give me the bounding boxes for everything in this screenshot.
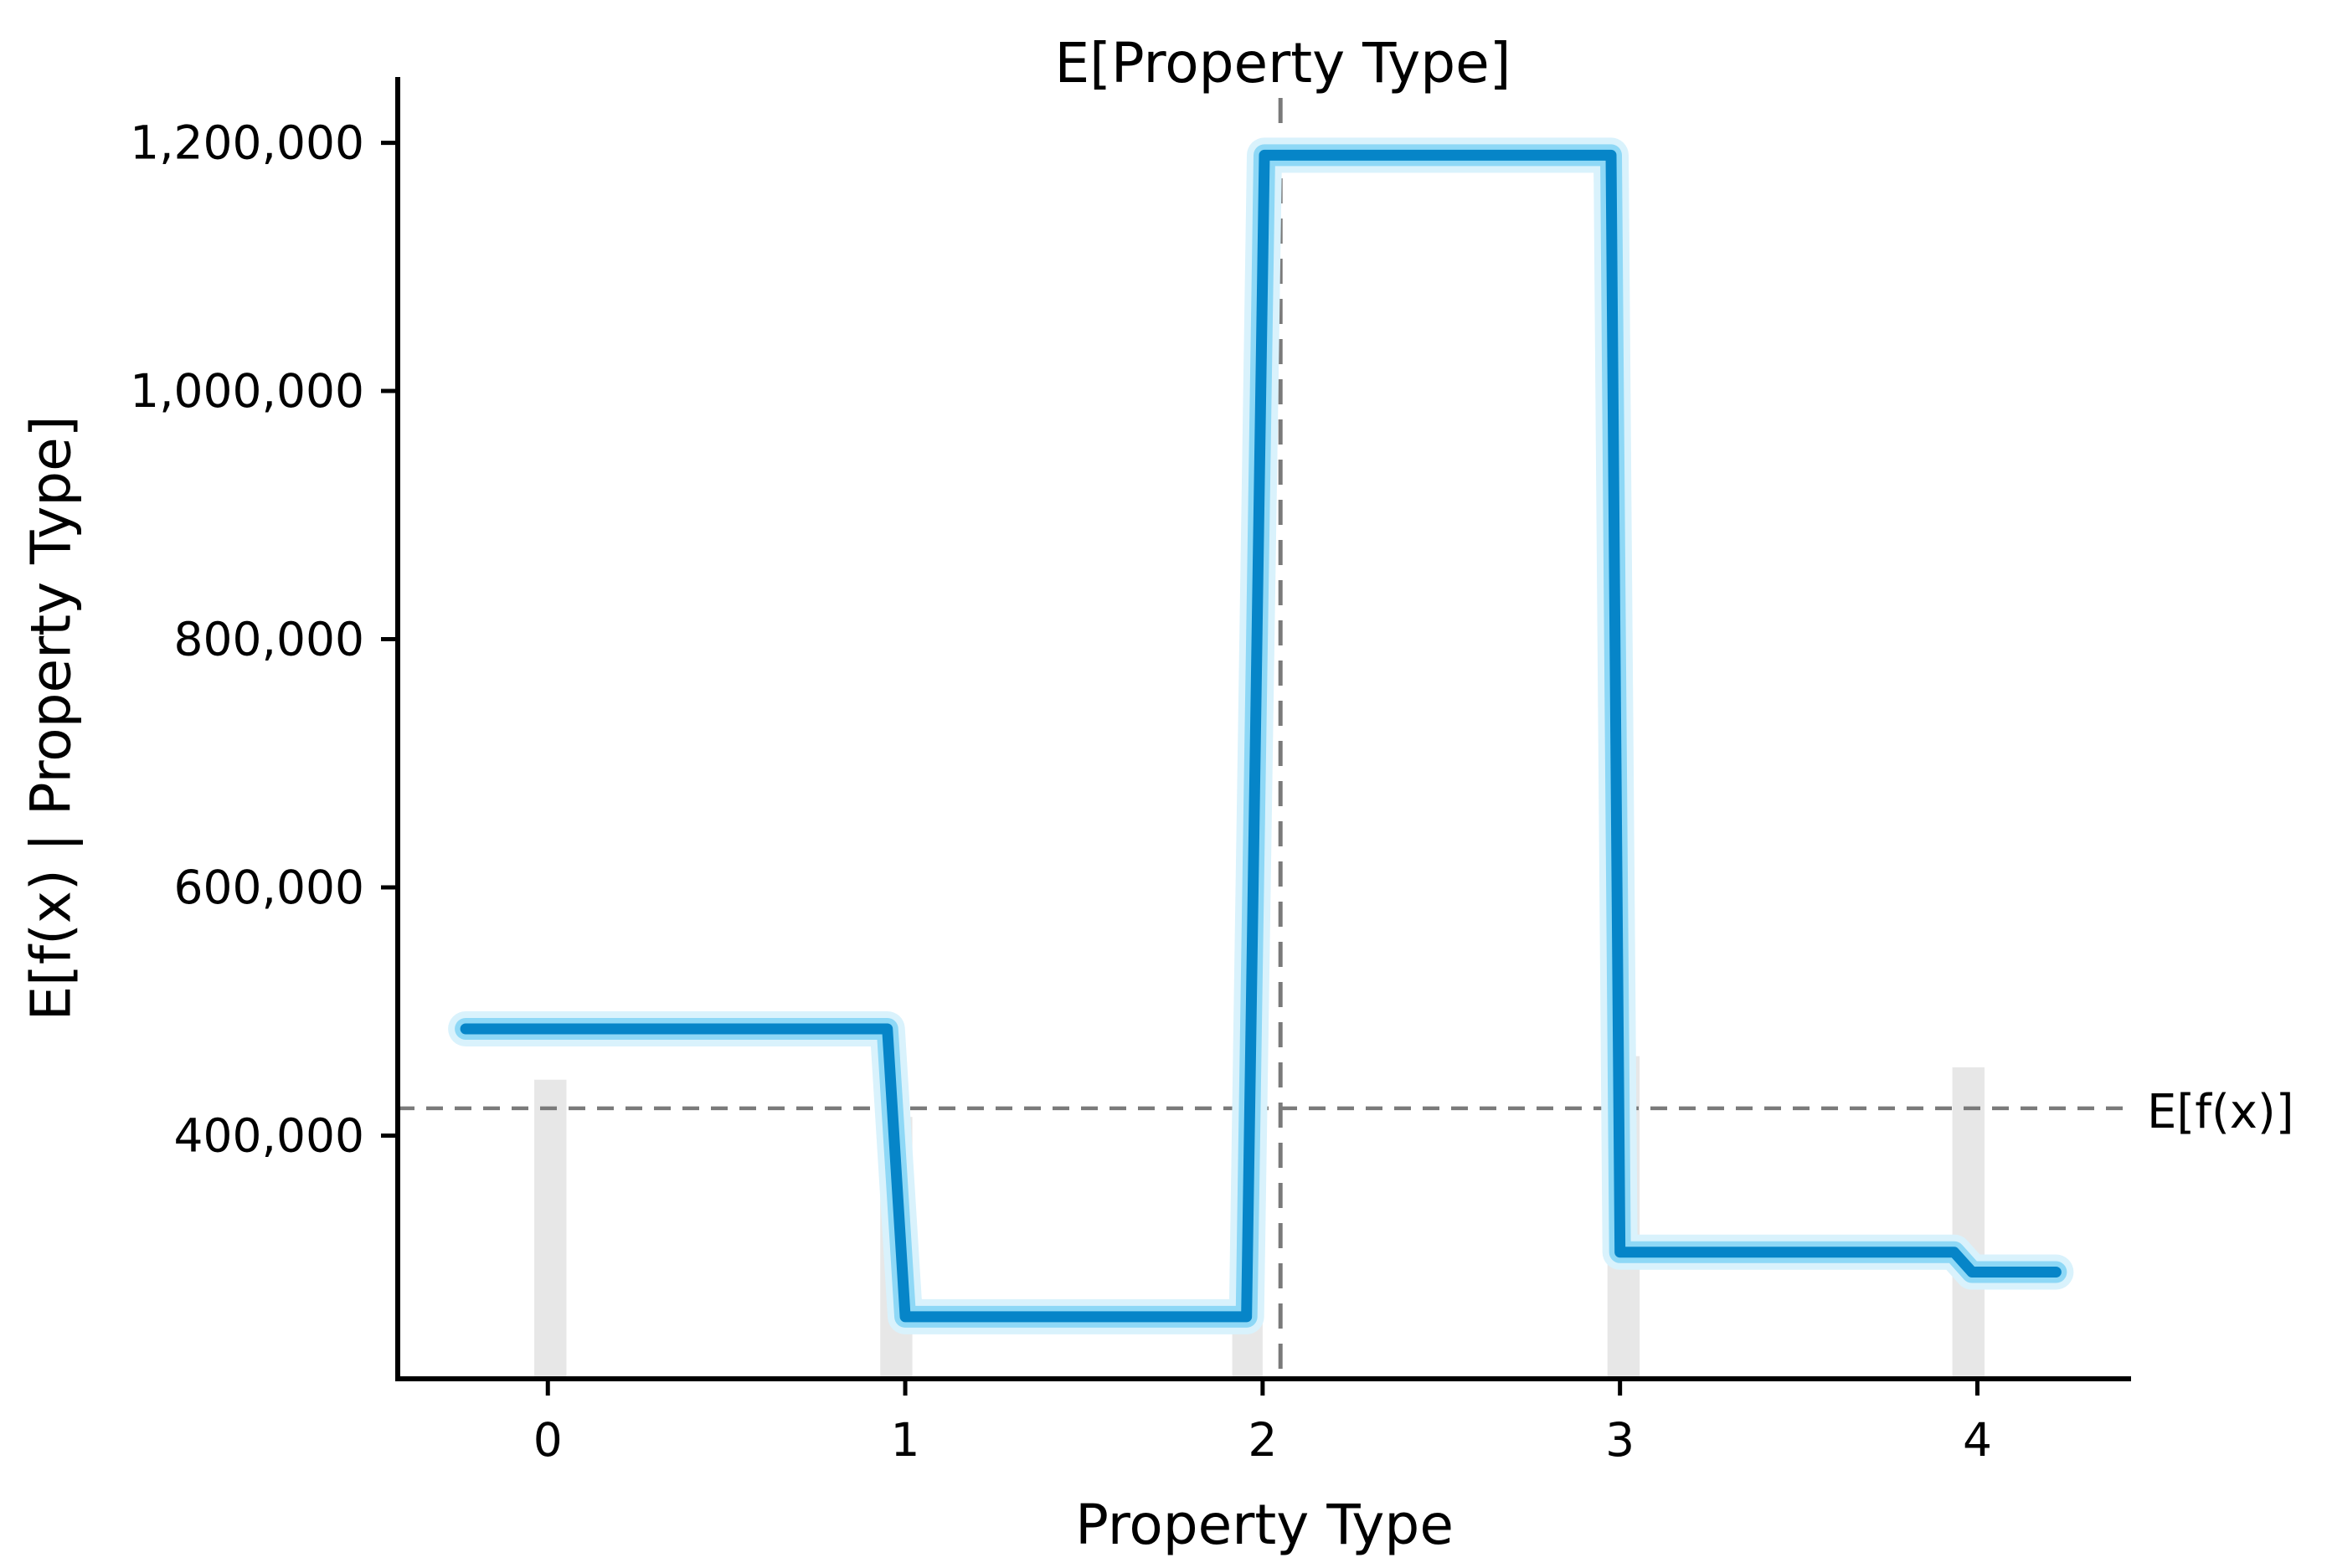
x-tick-label: 1 (891, 1413, 920, 1467)
y-tick-label: 1,200,000 (130, 116, 364, 170)
y-tick-label: 400,000 (174, 1108, 364, 1162)
y-axis-label: E[f(x) | Property Type] (18, 415, 84, 1021)
y-tick-label: 600,000 (174, 861, 364, 914)
x-tick-label: 4 (1963, 1413, 1992, 1467)
x-tick-label: 3 (1605, 1413, 1635, 1467)
x-tick-label: 2 (1248, 1413, 1277, 1467)
x-axis-label: Property Type (1075, 1493, 1454, 1557)
expected-value-label: E[f(x)] (2147, 1085, 2294, 1139)
histogram-bar (1952, 1067, 1985, 1379)
y-tick-label: 1,000,000 (130, 364, 364, 418)
x-tick-label: 0 (533, 1413, 563, 1467)
pdp-line (460, 149, 2062, 1323)
figure-title: E[Property Type] (1054, 31, 1511, 95)
histogram-bar (534, 1079, 567, 1379)
y-tick-label: 800,000 (174, 613, 364, 666)
